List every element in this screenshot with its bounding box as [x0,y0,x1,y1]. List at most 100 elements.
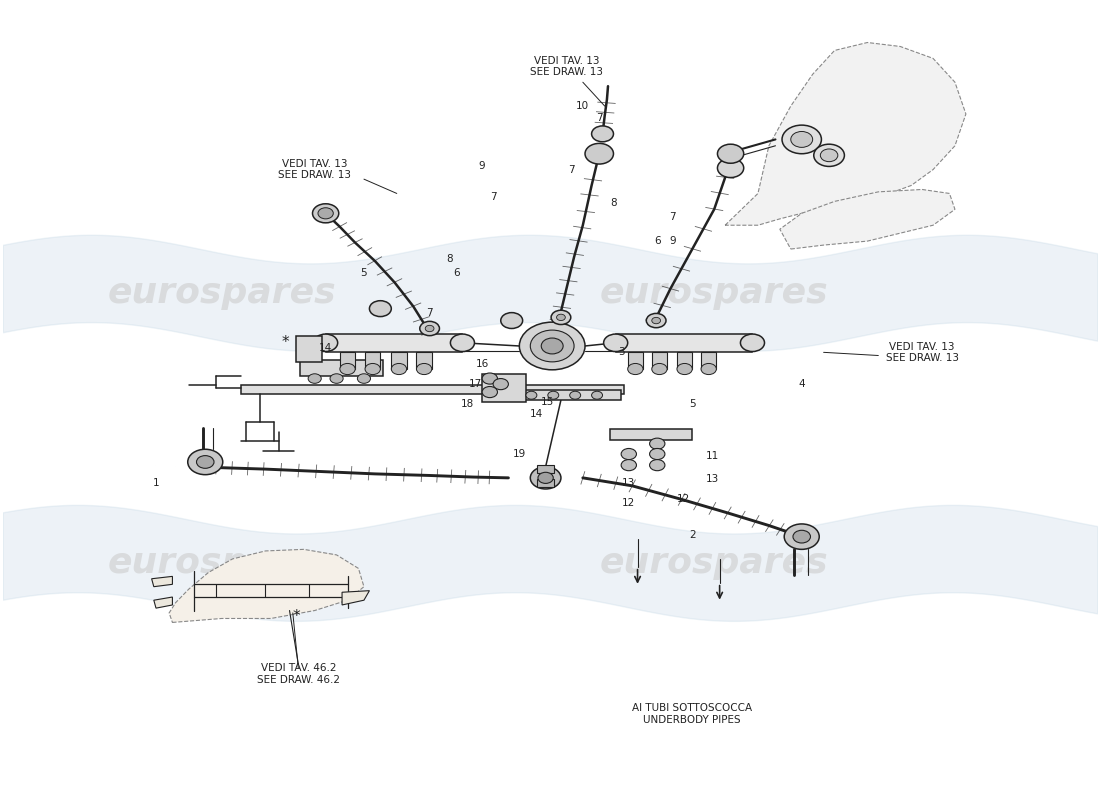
Bar [482,374,526,402]
Text: 16: 16 [475,359,488,370]
Text: 4: 4 [799,379,805,389]
Circle shape [420,322,440,336]
Circle shape [482,373,497,384]
Text: 13: 13 [705,474,718,485]
Text: 5: 5 [689,399,695,409]
Bar [417,351,432,369]
Circle shape [784,524,820,550]
Text: eurospares: eurospares [108,276,336,310]
Circle shape [493,378,508,390]
Circle shape [592,126,614,142]
Text: 17: 17 [469,379,482,389]
Text: VEDI TAV. 13
SEE DRAW. 13: VEDI TAV. 13 SEE DRAW. 13 [886,342,958,363]
Circle shape [717,144,744,163]
Text: eurospares: eurospares [108,546,336,580]
Circle shape [676,363,692,374]
Circle shape [551,310,571,325]
Circle shape [358,374,371,383]
Circle shape [628,363,643,374]
Circle shape [701,363,716,374]
Text: 8: 8 [610,198,617,208]
Circle shape [621,459,637,470]
Polygon shape [725,42,966,226]
Text: 7: 7 [569,165,575,174]
Bar [701,351,716,369]
Text: 14: 14 [319,343,332,354]
Polygon shape [169,550,364,622]
Text: eurospares: eurospares [600,546,828,580]
Text: 9: 9 [669,236,675,246]
Circle shape [197,456,215,468]
Circle shape [650,438,664,450]
Circle shape [318,208,333,219]
Circle shape [652,318,660,324]
Circle shape [541,338,563,354]
Text: VEDI TAV. 46.2
SEE DRAW. 46.2: VEDI TAV. 46.2 SEE DRAW. 46.2 [256,663,340,685]
Circle shape [417,363,432,374]
Text: 14: 14 [530,409,543,418]
Bar [365,351,381,369]
Text: 7: 7 [427,308,433,318]
Circle shape [340,363,355,374]
Text: 7: 7 [669,212,675,222]
Text: 6: 6 [453,268,460,278]
Circle shape [570,391,581,399]
Circle shape [557,314,565,321]
Circle shape [482,386,497,398]
Text: 12: 12 [676,494,690,504]
Circle shape [740,334,764,351]
Circle shape [314,334,338,351]
Polygon shape [154,597,173,608]
Circle shape [312,204,339,223]
Text: 7: 7 [490,193,496,202]
Bar [241,385,625,394]
Text: AI TUBI SOTTOSCOCCA
UNDERBODY PIPES: AI TUBI SOTTOSCOCCA UNDERBODY PIPES [632,703,752,725]
Text: 19: 19 [513,449,526,459]
Bar [392,351,407,369]
Circle shape [392,363,407,374]
Bar [340,351,355,369]
Circle shape [650,449,664,459]
Bar [296,337,322,362]
Circle shape [621,449,637,459]
Text: VEDI TAV. 13
SEE DRAW. 13: VEDI TAV. 13 SEE DRAW. 13 [530,55,603,77]
Circle shape [793,530,811,543]
Text: 12: 12 [623,498,636,508]
Text: eurospares: eurospares [600,276,828,310]
Circle shape [538,472,553,483]
Text: 13: 13 [623,478,636,489]
Circle shape [426,326,434,332]
Text: 2: 2 [689,530,695,540]
Circle shape [650,459,664,470]
Bar [676,351,692,369]
Circle shape [647,314,666,328]
Circle shape [500,313,522,329]
Circle shape [791,131,813,147]
Circle shape [814,144,845,166]
Bar [628,351,643,369]
Polygon shape [342,590,370,605]
Circle shape [717,158,744,178]
Circle shape [519,322,585,370]
Circle shape [530,466,561,489]
Circle shape [592,391,603,399]
Text: 5: 5 [361,268,367,278]
Bar [517,390,622,400]
Text: 3: 3 [618,347,625,358]
Polygon shape [152,576,173,586]
Circle shape [652,363,667,374]
Circle shape [530,330,574,362]
Circle shape [585,143,614,164]
Text: 10: 10 [576,101,590,111]
Circle shape [188,450,223,474]
Bar [300,360,383,376]
Circle shape [548,391,559,399]
Text: 6: 6 [653,236,661,246]
Bar [326,334,462,351]
Circle shape [450,334,474,351]
Circle shape [821,149,838,162]
Circle shape [330,374,343,383]
Text: 8: 8 [446,254,452,263]
Text: 11: 11 [705,450,718,461]
Text: 1: 1 [153,478,159,489]
